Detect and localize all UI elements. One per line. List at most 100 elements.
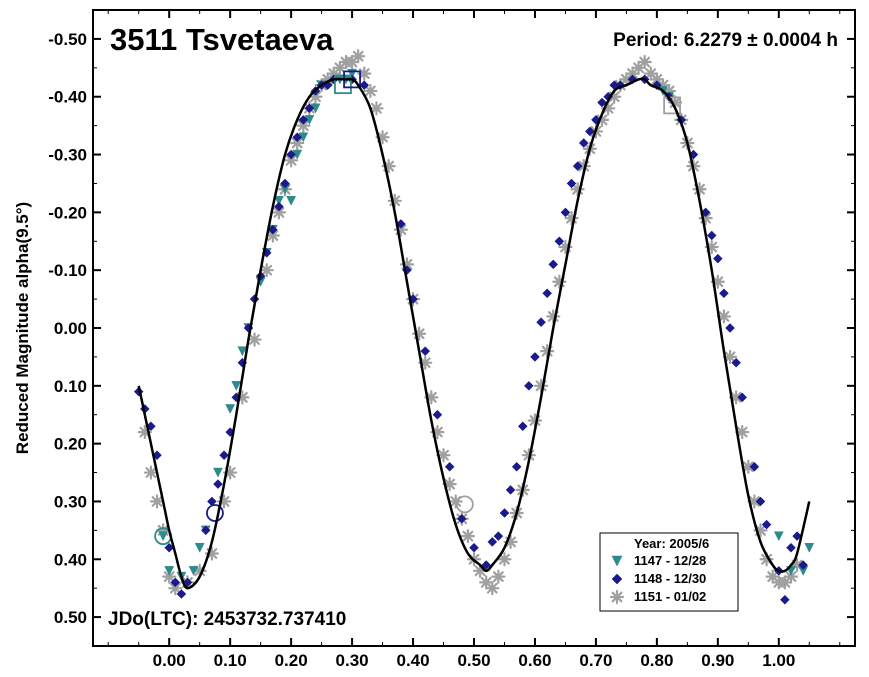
y-tick-label: 0.00 [54,319,87,338]
x-tick-label: 0.90 [701,651,734,670]
x-tick-label: 0.00 [153,651,186,670]
data-point-diamond [213,479,223,489]
data-point-diamond [304,103,315,114]
legend-marker-triangle-down [611,555,623,567]
x-tick-label: 1.00 [762,651,795,670]
data-point-diamond [517,421,528,432]
data-point-asterisk [540,344,555,359]
data-point-diamond [274,201,284,212]
data-point-triangle-down [286,196,297,206]
data-point-diamond [530,352,540,362]
data-point-diamond [755,496,766,507]
legend-marker-asterisk [609,589,625,605]
data-point-asterisk [637,54,652,70]
data-point-asterisk [369,101,384,116]
data-point-triangle-down [194,542,205,553]
data-point-diamond [719,288,729,299]
x-tick-label: 0.30 [336,651,369,670]
legend-entry-label: 1148 - 12/30 [634,571,706,586]
data-point-triangle-down [225,404,236,415]
data-point-diamond [280,178,290,189]
open-marker-circle [455,495,474,514]
x-axis-ticks: 0.00 0.10 0.20 0.30 0.40 0.50 0.60 0.70 0.80 0.90… [107,10,841,670]
data-point-diamond [798,560,809,570]
data-point-diamond [469,542,479,553]
y-tick-label: -0.30 [48,146,87,165]
y-tick-label: 0.50 [54,608,87,627]
data-point-diamond [731,357,741,368]
data-point-diamond [420,346,431,356]
data-point-diamond [505,485,516,495]
y-tick-label: -0.40 [48,88,87,107]
data-point-diamond [170,577,181,588]
period-label: Period: 6.2279 ± 0.0004 h [613,30,838,51]
data-point-diamond [481,560,492,570]
data-point-asterisk [351,49,366,64]
data-point-diamond [780,594,790,605]
y-tick-label: 0.20 [54,435,87,454]
data-point-diamond [560,207,571,218]
data-point-asterisk [363,83,378,99]
legend-entry-label: 1147 - 12/28 [634,553,706,568]
data-point-triangle-down [274,196,284,206]
data-point-asterisk [533,378,549,393]
y-tick-label: 0.40 [54,550,87,569]
data-point-triangle-down [158,531,169,542]
legend: Year: 2005/6 1147 - 12/28 1148 - 12/30 115… [599,532,739,612]
data-point-triangle-down [237,346,248,357]
open-marker-square [663,96,682,115]
legend-entry-label: 1151 - 01/02 [634,589,706,604]
data-point-asterisk [247,332,262,347]
data-point-diamond [432,409,443,420]
y-tick-label: 0.30 [54,492,87,511]
data-point-asterisk [149,494,165,509]
data-point-diamond [584,126,595,137]
y-tick-label: 0.10 [54,377,87,396]
x-tick-label: 0.20 [275,651,308,670]
data-point-diamond [792,531,802,541]
data-point-diamond [761,519,772,530]
y-tick-label: -0.20 [48,203,87,222]
data-point-diamond [493,531,504,541]
data-point-diamond [786,542,796,553]
data-point-triangle-down [213,467,223,478]
x-tick-label: 0.70 [579,651,612,670]
x-tick-label: 0.40 [396,651,429,670]
data-point-diamond [725,323,735,333]
data-point-diamond [542,288,553,299]
y-axis-ticks: -0.50 -0.40 -0.30 -0.20 -0.10 0.00 0.10 0.20 0.3… [48,9,855,647]
data-point-diamond [444,461,455,472]
data-point-triangle-down [231,381,242,391]
data-point-asterisk [296,118,311,133]
y-axis-label: Reduced Magnitude alpha(9.5°) [13,202,32,454]
data-point-triangle-down [804,542,815,553]
data-point-asterisk [143,465,159,480]
data-point-diamond [524,380,534,391]
x-tick-label: 0.80 [640,651,673,670]
data-point-diamond [499,508,510,518]
data-point-diamond [511,461,522,472]
data-point-diamond [286,149,296,160]
data-point-diamond [706,230,717,241]
data-point-diamond [578,138,589,148]
data-point-diamond [200,525,211,536]
open-marker-circle [206,504,224,522]
data-point-diamond [292,132,303,143]
data-point-diamond [219,450,229,461]
data-point-diamond [456,513,467,524]
data-point-triangle-down [773,531,784,542]
data-point-asterisk [448,494,463,509]
data-point-asterisk [485,581,500,596]
epoch-label: JDo(LTC): 2453732.737410 [108,609,346,630]
data-point-diamond [566,178,577,189]
data-point-diamond [554,236,565,247]
data-point-diamond [176,589,187,599]
data-point-asterisk [643,66,658,81]
data-point-diamond [712,253,723,264]
data-point-diamond [267,224,278,235]
data-point-asterisk [472,563,488,578]
data-point-diamond [536,317,546,328]
data-point-asterisk [491,569,506,584]
fit-curve-line [137,77,811,590]
